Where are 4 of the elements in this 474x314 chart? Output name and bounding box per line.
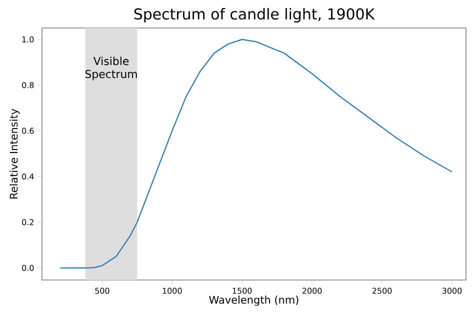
- band-label: Visible Spectrum: [85, 56, 137, 80]
- x-axis-title: Wavelength (nm): [209, 296, 298, 306]
- chart-title: Spectrum of candle light, 1900K: [134, 8, 375, 22]
- y-axis-title: Relative Intensity: [10, 108, 20, 198]
